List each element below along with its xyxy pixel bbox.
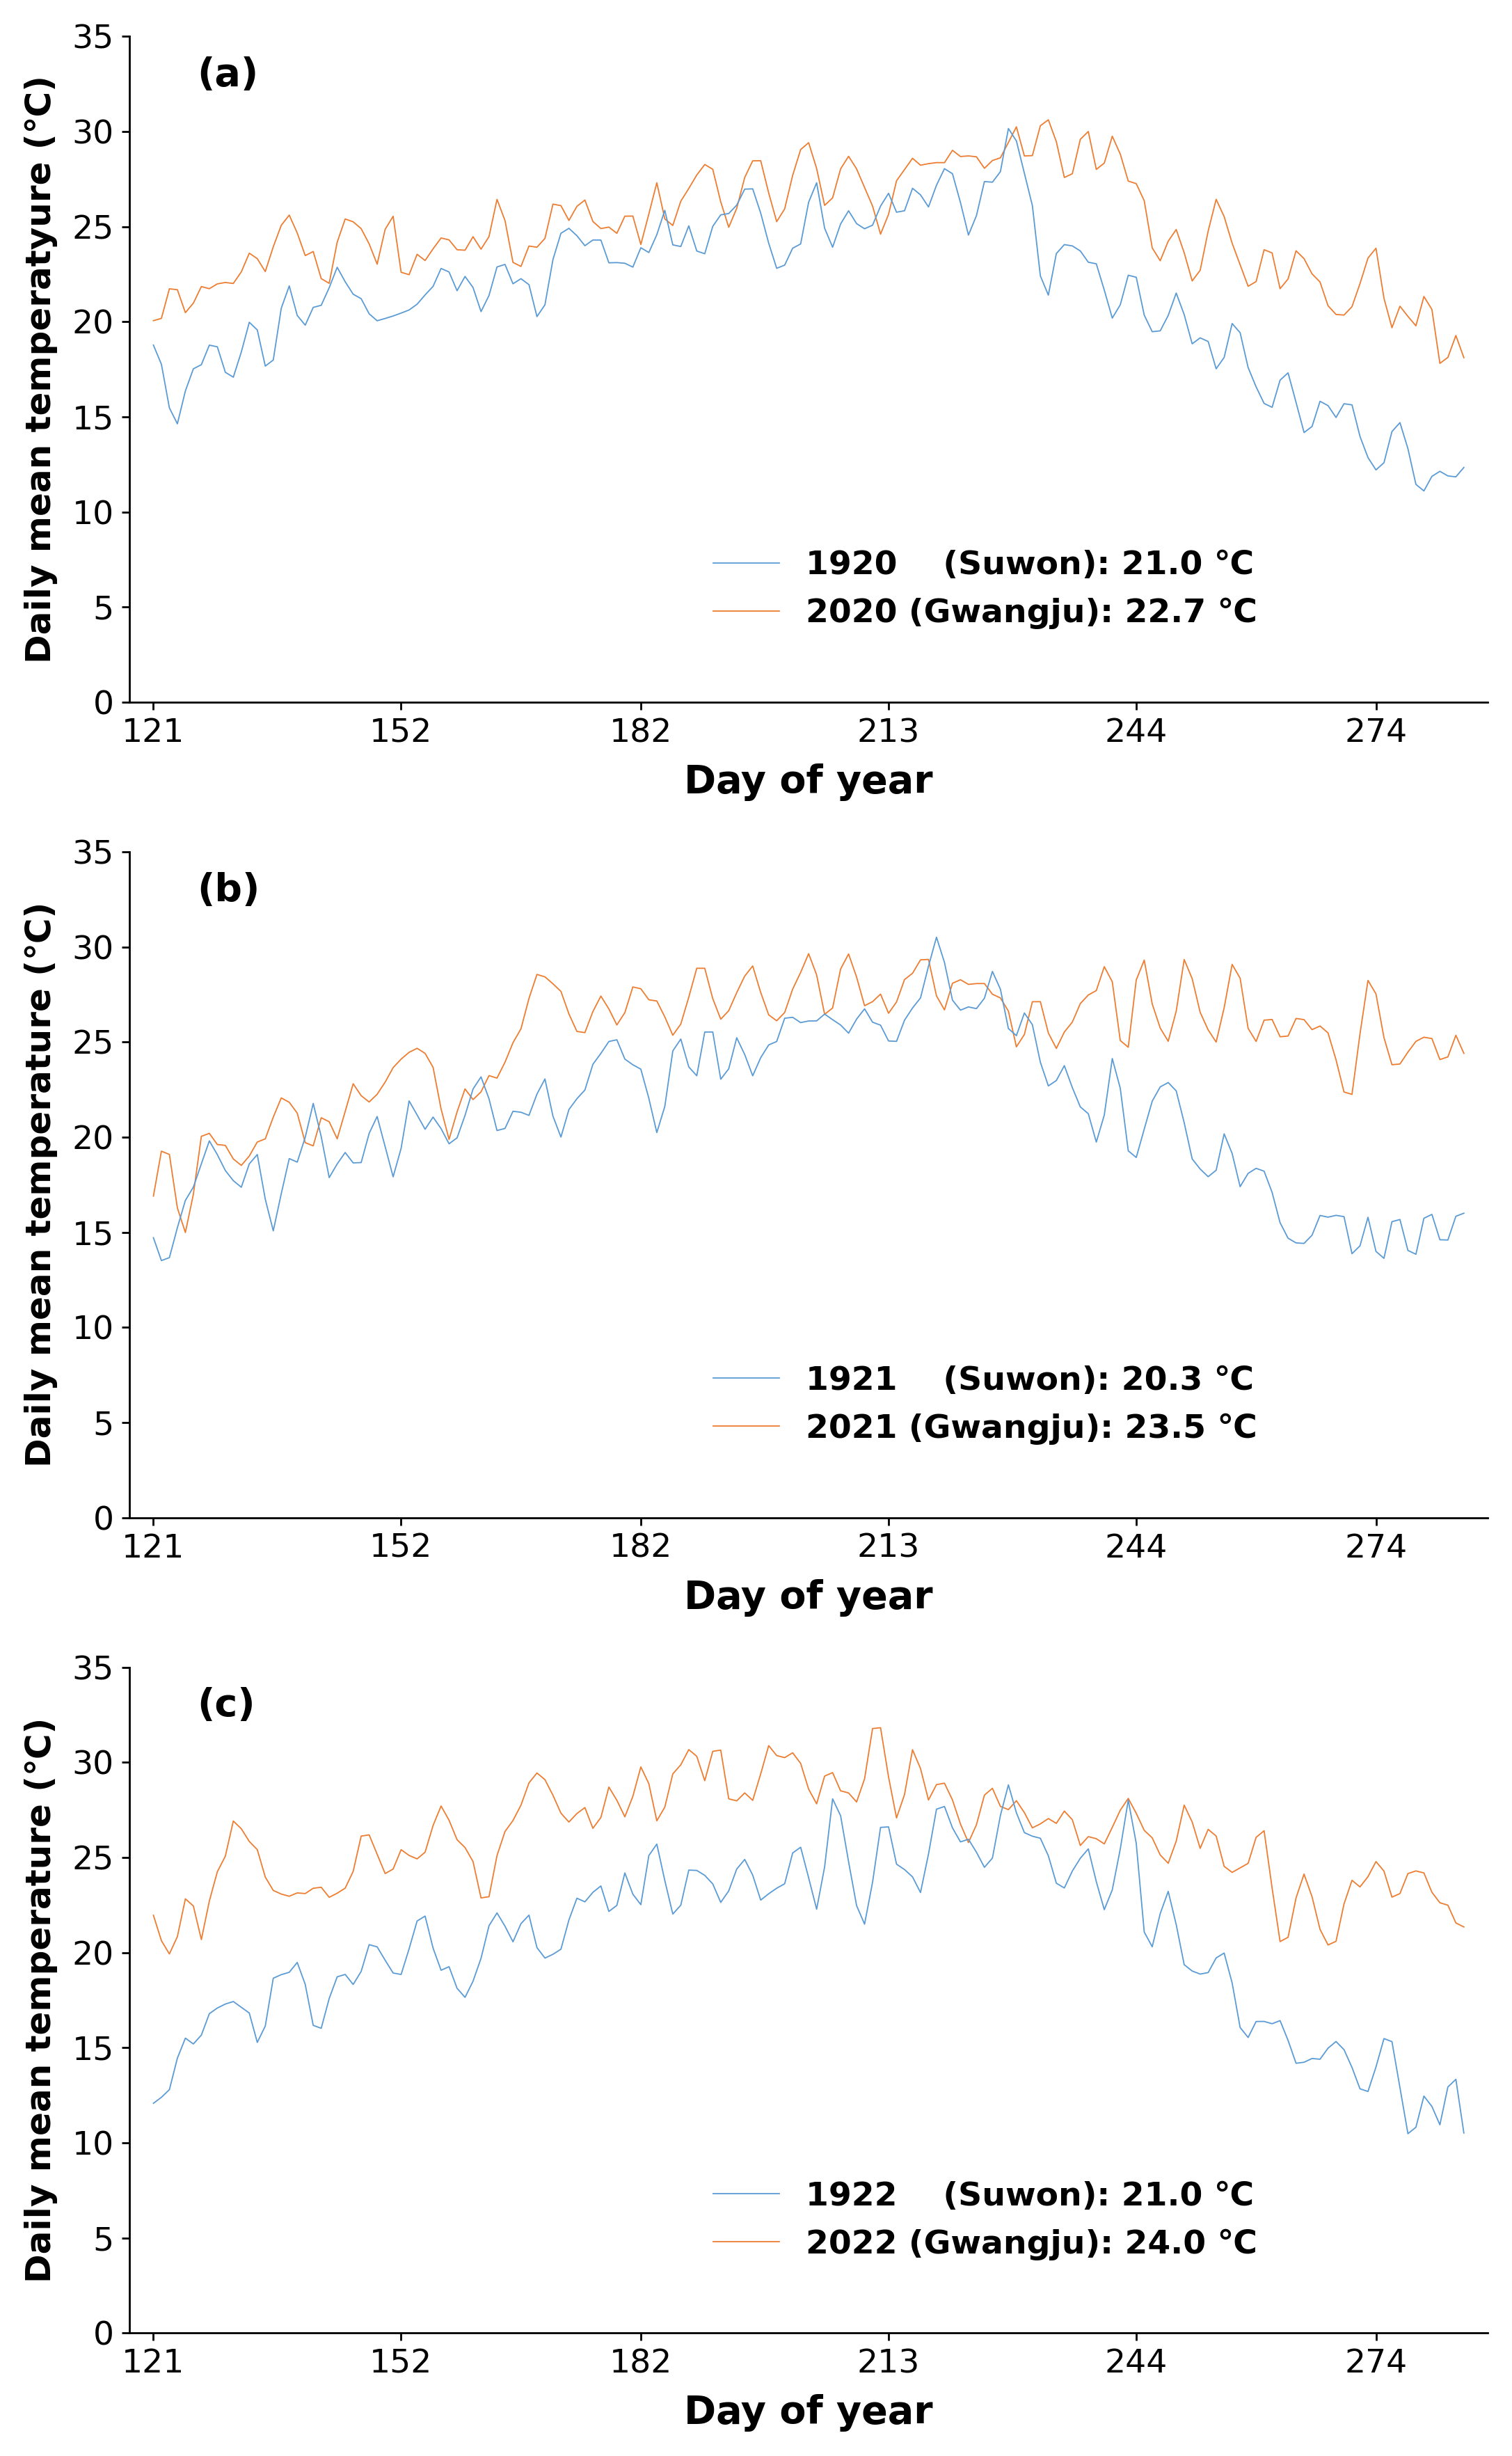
- 2021 (Gwangju): 23.5 ℃: (250, 29.3): 23.5 ℃: (250, 29.3): [1175, 946, 1193, 975]
- 1922    (Suwon): 21.0 ℃: (285, 10.5): 21.0 ℃: (285, 10.5): [1455, 2117, 1473, 2147]
- Line: 1921    (Suwon): 20.3 ℃: 1921 (Suwon): 20.3 ℃: [153, 938, 1464, 1260]
- 1921    (Suwon): 20.3 ℃: (127, 18.6): 20.3 ℃: (127, 18.6): [192, 1149, 210, 1179]
- 2022 (Gwangju): 24.0 ℃: (285, 21.3): 24.0 ℃: (285, 21.3): [1455, 1913, 1473, 1943]
- Line: 1922    (Suwon): 21.0 ℃: 1922 (Suwon): 21.0 ℃: [153, 1786, 1464, 2134]
- 1921    (Suwon): 20.3 ℃: (182, 23.6): 20.3 ℃: (182, 23.6): [632, 1054, 650, 1083]
- 2020 (Gwangju): 22.7 ℃: (181, 25.6): 22.7 ℃: (181, 25.6): [624, 201, 643, 231]
- 1920    (Suwon): 21.0 ℃: (280, 11.1): 21.0 ℃: (280, 11.1): [1415, 476, 1433, 506]
- 2022 (Gwangju): 24.0 ℃: (212, 31.8): 24.0 ℃: (212, 31.8): [871, 1712, 889, 1741]
- Line: 2022 (Gwangju): 24.0 ℃: 2022 (Gwangju): 24.0 ℃: [153, 1727, 1464, 1955]
- 2021 (Gwangju): 23.5 ℃: (141, 19.5): 23.5 ℃: (141, 19.5): [304, 1132, 322, 1162]
- Text: (b): (b): [198, 872, 260, 909]
- 2020 (Gwangju): 22.7 ℃: (121, 20.1): 22.7 ℃: (121, 20.1): [144, 307, 162, 336]
- Y-axis label: Daily mean temperatyure (℃): Daily mean temperatyure (℃): [24, 76, 57, 663]
- 1922    (Suwon): 21.0 ℃: (249, 21.5): 21.0 ℃: (249, 21.5): [1167, 1911, 1185, 1940]
- 1922    (Suwon): 21.0 ℃: (233, 25.1): 21.0 ℃: (233, 25.1): [1039, 1842, 1057, 1871]
- 1920    (Suwon): 21.0 ℃: (137, 20.7): 21.0 ℃: (137, 20.7): [272, 295, 290, 324]
- Y-axis label: Daily mean temperature (℃): Daily mean temperature (℃): [24, 1717, 57, 2282]
- Text: (c): (c): [198, 1687, 256, 1724]
- Legend: 1922    (Suwon): 21.0 ℃, 2022 (Gwangju): 24.0 ℃: 1922 (Suwon): 21.0 ℃, 2022 (Gwangju): 24…: [697, 2164, 1273, 2277]
- 1921    (Suwon): 20.3 ℃: (219, 30.5): 20.3 ℃: (219, 30.5): [927, 923, 945, 953]
- 2021 (Gwangju): 23.5 ℃: (125, 15): 23.5 ℃: (125, 15): [177, 1218, 195, 1248]
- 2020 (Gwangju): 22.7 ℃: (137, 25.1): 22.7 ℃: (137, 25.1): [272, 211, 290, 241]
- 2022 (Gwangju): 24.0 ℃: (141, 23.4): 24.0 ℃: (141, 23.4): [304, 1874, 322, 1903]
- 2022 (Gwangju): 24.0 ℃: (234, 26.8): 24.0 ℃: (234, 26.8): [1048, 1808, 1066, 1837]
- 2021 (Gwangju): 23.5 ℃: (285, 24.4): 23.5 ℃: (285, 24.4): [1455, 1039, 1473, 1068]
- 1920    (Suwon): 21.0 ℃: (181, 22.9): 21.0 ℃: (181, 22.9): [624, 253, 643, 282]
- 2021 (Gwangju): 23.5 ℃: (138, 21.8): 23.5 ℃: (138, 21.8): [280, 1088, 298, 1117]
- 2022 (Gwangju): 24.0 ℃: (123, 19.9): 24.0 ℃: (123, 19.9): [160, 1940, 178, 1970]
- 2022 (Gwangju): 24.0 ℃: (121, 22): 24.0 ℃: (121, 22): [144, 1901, 162, 1930]
- Line: 2020 (Gwangju): 22.7 ℃: 2020 (Gwangju): 22.7 ℃: [153, 120, 1464, 363]
- X-axis label: Day of year: Day of year: [685, 764, 933, 801]
- Y-axis label: Daily mean temperature (℃): Daily mean temperature (℃): [24, 901, 57, 1466]
- 1921    (Suwon): 20.3 ℃: (250, 20.8): 20.3 ℃: (250, 20.8): [1175, 1108, 1193, 1137]
- 2022 (Gwangju): 24.0 ℃: (250, 27.8): 24.0 ℃: (250, 27.8): [1175, 1790, 1193, 1820]
- 2020 (Gwangju): 22.7 ℃: (232, 30.3): 22.7 ℃: (232, 30.3): [1031, 111, 1049, 140]
- 2021 (Gwangju): 23.5 ℃: (121, 16.9): 23.5 ℃: (121, 16.9): [144, 1181, 162, 1211]
- 1922    (Suwon): 21.0 ℃: (181, 23.1): 21.0 ℃: (181, 23.1): [624, 1879, 643, 1908]
- 2021 (Gwangju): 23.5 ℃: (182, 27.8): 23.5 ℃: (182, 27.8): [632, 975, 650, 1005]
- Legend: 1921    (Suwon): 20.3 ℃, 2021 (Gwangju): 23.5 ℃: 1921 (Suwon): 20.3 ℃, 2021 (Gwangju): 23…: [697, 1348, 1273, 1461]
- 1922    (Suwon): 21.0 ℃: (126, 15.2): 21.0 ℃: (126, 15.2): [184, 2029, 203, 2058]
- 1920    (Suwon): 21.0 ℃: (233, 21.4): 21.0 ℃: (233, 21.4): [1039, 280, 1057, 309]
- X-axis label: Day of year: Day of year: [685, 2395, 933, 2431]
- 1921    (Suwon): 20.3 ℃: (234, 23): 20.3 ℃: (234, 23): [1048, 1066, 1066, 1095]
- 1921    (Suwon): 20.3 ℃: (285, 16): 20.3 ℃: (285, 16): [1455, 1199, 1473, 1228]
- 1922    (Suwon): 21.0 ℃: (228, 28.8): 21.0 ℃: (228, 28.8): [999, 1771, 1018, 1800]
- 1922    (Suwon): 21.0 ℃: (137, 18.8): 21.0 ℃: (137, 18.8): [272, 1960, 290, 1989]
- 1922    (Suwon): 21.0 ℃: (121, 12.1): 21.0 ℃: (121, 12.1): [144, 2088, 162, 2117]
- 1922    (Suwon): 21.0 ℃: (140, 18.3): 21.0 ℃: (140, 18.3): [296, 1970, 314, 1999]
- 1921    (Suwon): 20.3 ℃: (121, 14.7): 20.3 ℃: (121, 14.7): [144, 1223, 162, 1253]
- 1921    (Suwon): 20.3 ℃: (122, 13.5): 20.3 ℃: (122, 13.5): [153, 1245, 171, 1275]
- 1920    (Suwon): 21.0 ℃: (121, 18.8): 21.0 ℃: (121, 18.8): [144, 332, 162, 361]
- 1920    (Suwon): 21.0 ℃: (126, 17.5): 21.0 ℃: (126, 17.5): [184, 354, 203, 383]
- Text: (a): (a): [198, 56, 259, 93]
- 2022 (Gwangju): 24.0 ℃: (182, 29.8): 24.0 ℃: (182, 29.8): [632, 1751, 650, 1781]
- 2020 (Gwangju): 22.7 ℃: (285, 18.1): 22.7 ℃: (285, 18.1): [1455, 344, 1473, 373]
- Line: 2021 (Gwangju): 23.5 ℃: 2021 (Gwangju): 23.5 ℃: [153, 953, 1464, 1233]
- 2020 (Gwangju): 22.7 ℃: (140, 23.5): 22.7 ℃: (140, 23.5): [296, 241, 314, 270]
- 2021 (Gwangju): 23.5 ℃: (234, 24.7): 23.5 ℃: (234, 24.7): [1048, 1034, 1066, 1063]
- 1920    (Suwon): 21.0 ℃: (140, 19.8): 21.0 ℃: (140, 19.8): [296, 309, 314, 339]
- 2021 (Gwangju): 23.5 ℃: (203, 29.6): 23.5 ℃: (203, 29.6): [800, 938, 818, 968]
- Line: 1920    (Suwon): 21.0 ℃: 1920 (Suwon): 21.0 ℃: [153, 128, 1464, 491]
- 1920    (Suwon): 21.0 ℃: (249, 21.5): 21.0 ℃: (249, 21.5): [1167, 278, 1185, 307]
- 2020 (Gwangju): 22.7 ℃: (126, 21): 22.7 ℃: (126, 21): [184, 287, 203, 317]
- 1922    (Suwon): 21.0 ℃: (278, 10.5): 21.0 ℃: (278, 10.5): [1399, 2120, 1417, 2149]
- Legend: 1920    (Suwon): 21.0 ℃, 2020 (Gwangju): 22.7 ℃: 1920 (Suwon): 21.0 ℃, 2020 (Gwangju): 22…: [697, 533, 1273, 646]
- 2022 (Gwangju): 24.0 ℃: (138, 23): 24.0 ℃: (138, 23): [280, 1881, 298, 1911]
- 1920    (Suwon): 21.0 ℃: (285, 12.3): 21.0 ℃: (285, 12.3): [1455, 452, 1473, 481]
- X-axis label: Day of year: Day of year: [685, 1579, 933, 1616]
- 2020 (Gwangju): 22.7 ℃: (249, 24.8): 22.7 ℃: (249, 24.8): [1167, 214, 1185, 243]
- 1921    (Suwon): 20.3 ℃: (138, 18.9): 20.3 ℃: (138, 18.9): [280, 1144, 298, 1174]
- 2021 (Gwangju): 23.5 ℃: (127, 20): 23.5 ℃: (127, 20): [192, 1122, 210, 1152]
- 1921    (Suwon): 20.3 ℃: (141, 21.8): 20.3 ℃: (141, 21.8): [304, 1088, 322, 1117]
- 2020 (Gwangju): 22.7 ℃: (282, 17.8): 22.7 ℃: (282, 17.8): [1430, 349, 1448, 378]
- 1920    (Suwon): 21.0 ℃: (228, 30.2): 21.0 ℃: (228, 30.2): [999, 113, 1018, 142]
- 2022 (Gwangju): 24.0 ℃: (127, 20.7): 24.0 ℃: (127, 20.7): [192, 1926, 210, 1955]
- 2020 (Gwangju): 22.7 ℃: (233, 30.6): 22.7 ℃: (233, 30.6): [1039, 106, 1057, 135]
